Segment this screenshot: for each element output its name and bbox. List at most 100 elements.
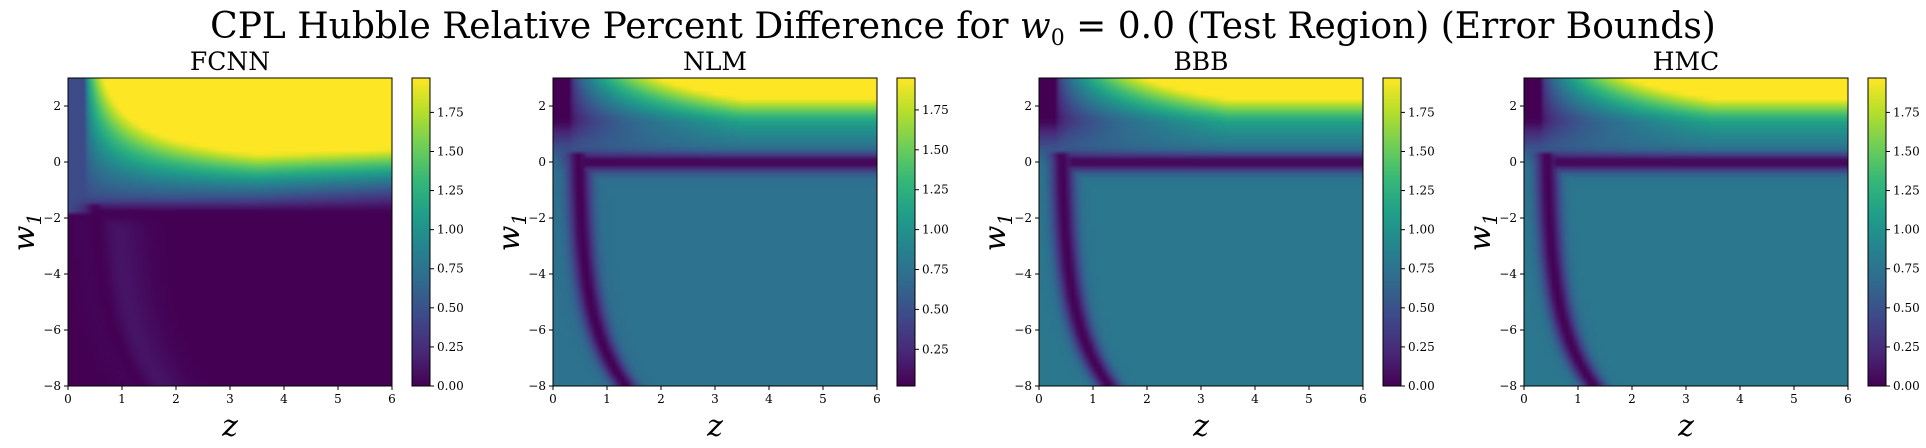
- x-axis-label: z: [1192, 409, 1209, 444]
- title-var: w: [1020, 6, 1051, 47]
- x-tick-label: 1: [118, 392, 126, 406]
- x-tick-label: 3: [1197, 392, 1205, 406]
- x-tick-label: 1: [603, 392, 611, 406]
- y-axis-subscript: 1: [507, 213, 531, 226]
- colorbar-tick-label: 0.75: [922, 263, 949, 277]
- x-tick-label: 2: [1143, 392, 1151, 406]
- y-tick-label: 0: [53, 155, 61, 169]
- colorbar: [411, 77, 431, 387]
- y-tick-label: 0: [1509, 155, 1517, 169]
- colorbar-tick-label: 0.75: [437, 262, 464, 276]
- x-tick-label: 6: [1359, 392, 1367, 406]
- colorbar-tick-label: 0.50: [922, 302, 949, 316]
- colorbar-tick-label: 1.75: [437, 105, 464, 119]
- y-tick-label: −8: [1499, 379, 1517, 393]
- y-tick-label: −6: [528, 323, 546, 337]
- y-tick-label: 2: [53, 99, 61, 113]
- y-tick-label: −4: [43, 267, 61, 281]
- y-axis-var: w: [492, 225, 527, 251]
- x-tick-label: 6: [1844, 392, 1852, 406]
- x-axis-label: z: [706, 409, 723, 444]
- colorbar-tick-label: 1.25: [1408, 184, 1435, 198]
- colorbar: [1382, 77, 1402, 387]
- colorbar-tick-label: 1.50: [437, 144, 464, 158]
- colorbar-tick-label: 0.25: [1408, 340, 1435, 354]
- y-axis-subscript: 1: [993, 213, 1017, 226]
- colorbar-tick-label: 0.00: [1408, 379, 1435, 393]
- y-axis-var: w: [978, 225, 1013, 251]
- x-tick-label: 4: [765, 392, 773, 406]
- x-tick-label: 0: [549, 392, 557, 406]
- colorbar-tick-label: 1.00: [437, 223, 464, 237]
- y-axis-label: w1: [7, 213, 46, 251]
- x-tick-label: 5: [1305, 392, 1313, 406]
- x-axis-label: z: [221, 409, 238, 444]
- y-axis-var: w: [7, 225, 42, 251]
- x-tick-label: 4: [1736, 392, 1744, 406]
- colorbar-tick-label: 1.75: [922, 103, 949, 117]
- y-axis-subscript: 1: [1478, 213, 1502, 226]
- y-axis-var: w: [1463, 225, 1498, 251]
- figure-title: CPL Hubble Relative Percent Difference f…: [210, 6, 1716, 51]
- x-axis-label: z: [1677, 409, 1694, 444]
- title-suffix: = 0.0 (Test Region) (Error Bounds): [1065, 6, 1716, 47]
- x-tick-label: 4: [280, 392, 288, 406]
- heatmap-image: [1524, 78, 1848, 386]
- x-tick-label: 6: [388, 392, 396, 406]
- panel-title: FCNN: [190, 47, 270, 76]
- y-axis-label: w1: [1463, 213, 1502, 251]
- colorbar-tick-label: 1.75: [1408, 105, 1435, 119]
- y-tick-label: −4: [1499, 267, 1517, 281]
- colorbar-tick-label: 1.75: [1893, 105, 1920, 119]
- title-var-subscript: 0: [1051, 26, 1065, 51]
- colorbar-tick-label: 0.50: [1408, 301, 1435, 315]
- colorbar-tick-label: 0.25: [437, 340, 464, 354]
- y-tick-label: 0: [538, 155, 546, 169]
- title-prefix: CPL Hubble Relative Percent Difference f…: [210, 6, 1020, 47]
- colorbar-tick-label: 1.25: [1893, 184, 1920, 198]
- y-tick-label: −8: [43, 379, 61, 393]
- y-tick-label: −4: [528, 267, 546, 281]
- y-axis-subscript: 1: [22, 213, 46, 226]
- x-tick-label: 2: [657, 392, 665, 406]
- colorbar-tick-label: 0.00: [437, 379, 464, 393]
- colorbar-tick-label: 0.25: [1893, 340, 1920, 354]
- x-tick-label: 1: [1574, 392, 1582, 406]
- colorbar-tick-label: 1.50: [922, 143, 949, 157]
- heatmap-image: [1039, 78, 1363, 386]
- y-tick-label: −2: [1499, 211, 1517, 225]
- colorbar-tick-label: 0.50: [1893, 301, 1920, 315]
- y-axis-label: w1: [978, 213, 1017, 251]
- colorbar: [896, 77, 916, 387]
- y-tick-label: 0: [1024, 155, 1032, 169]
- y-tick-label: −2: [528, 211, 546, 225]
- y-tick-label: −6: [43, 323, 61, 337]
- x-tick-label: 2: [172, 392, 180, 406]
- colorbar: [1867, 77, 1887, 387]
- y-tick-label: 2: [1024, 99, 1032, 113]
- y-tick-label: −6: [1499, 323, 1517, 337]
- colorbar-tick-label: 1.50: [1408, 144, 1435, 158]
- colorbar-tick-label: 0.00: [1893, 379, 1920, 393]
- colorbar-tick-label: 1.25: [437, 184, 464, 198]
- x-tick-label: 0: [64, 392, 72, 406]
- y-tick-label: −6: [1014, 323, 1032, 337]
- y-tick-label: 2: [538, 99, 546, 113]
- y-tick-label: 2: [1509, 99, 1517, 113]
- x-tick-label: 3: [711, 392, 719, 406]
- x-tick-label: 6: [873, 392, 881, 406]
- x-tick-label: 4: [1251, 392, 1259, 406]
- heatmap-image: [553, 78, 877, 386]
- heatmap-image: [68, 78, 392, 386]
- colorbar-tick-label: 1.00: [1408, 223, 1435, 237]
- x-tick-label: 2: [1628, 392, 1636, 406]
- colorbar-tick-label: 0.25: [922, 342, 949, 356]
- x-tick-label: 5: [819, 392, 827, 406]
- colorbar-tick-label: 1.00: [922, 223, 949, 237]
- y-tick-label: −4: [1014, 267, 1032, 281]
- colorbar-tick-label: 0.50: [437, 301, 464, 315]
- x-tick-label: 5: [334, 392, 342, 406]
